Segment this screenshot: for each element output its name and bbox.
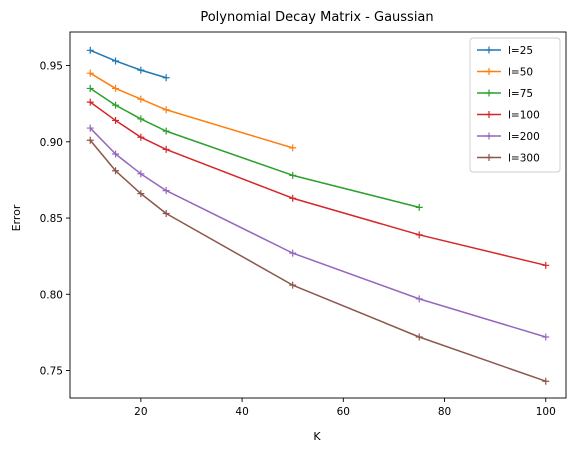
data-point (415, 203, 423, 211)
data-point (415, 231, 423, 239)
y-tick-label: 0.75 (40, 366, 63, 378)
legend-item: l=50 (477, 67, 533, 79)
y-tick-label: 0.90 (40, 137, 63, 149)
data-point (415, 333, 423, 341)
data-point (162, 187, 170, 195)
data-point (162, 209, 170, 217)
x-tick-label: 40 (235, 406, 248, 418)
data-point (137, 170, 145, 178)
data-point (289, 171, 297, 179)
data-point (289, 249, 297, 257)
legend-item: l=300 (477, 153, 540, 165)
data-point (137, 190, 145, 198)
legend-marker (485, 154, 493, 161)
data-point (86, 136, 94, 144)
legend-marker (485, 89, 493, 97)
series-l-50 (86, 69, 297, 152)
series-line (89, 139, 547, 382)
series-l-25 (86, 46, 170, 82)
data-point (86, 84, 94, 92)
legend: l=25 l=50 l=75 l=100 l=200 l=300 (469, 37, 561, 173)
x-tick-label: 20 (134, 406, 147, 418)
data-point (542, 261, 550, 269)
data-point (137, 115, 145, 123)
series-l-100 (86, 98, 550, 269)
legend-marker (485, 68, 493, 75)
series-line (89, 72, 293, 149)
y-axis-ticks: 0.75 0.80 0.85 0.90 0.95 (40, 61, 70, 378)
x-axis-label: K (313, 430, 321, 443)
plot-frame (69, 31, 567, 399)
data-point (162, 74, 170, 82)
legend-label: l=200 (508, 131, 540, 143)
series-l-75 (86, 84, 423, 211)
legend-item: l=25 (477, 45, 533, 57)
data-point (162, 145, 170, 153)
data-point (86, 46, 94, 54)
data-point (112, 116, 120, 124)
legend-item: l=200 (477, 131, 540, 143)
data-point (112, 84, 120, 92)
data-point (542, 377, 550, 385)
data-point (162, 106, 170, 114)
y-tick-label: 0.95 (40, 61, 63, 73)
legend-marker (485, 111, 493, 118)
data-point (289, 194, 297, 202)
y-tick-label: 0.80 (40, 289, 63, 301)
y-tick-label: 0.85 (40, 213, 63, 225)
legend-item: l=75 (477, 88, 533, 100)
data-point (289, 144, 297, 152)
legend-label: l=50 (508, 67, 533, 79)
data-point (112, 57, 120, 65)
legend-label: l=25 (508, 45, 533, 57)
legend-item: l=100 (477, 110, 540, 122)
series-l-300 (86, 136, 550, 385)
data-point (137, 95, 145, 103)
series-l-200 (86, 124, 550, 341)
legend-label: l=100 (508, 110, 540, 122)
data-point (86, 124, 94, 132)
data-point (112, 150, 120, 158)
data-point (415, 295, 423, 303)
series-line (89, 49, 167, 79)
x-tick-label: 100 (536, 406, 556, 418)
data-point (289, 281, 297, 289)
series-group (86, 46, 550, 385)
legend-label: l=75 (508, 88, 533, 100)
data-point (137, 133, 145, 141)
plot-area (69, 31, 567, 399)
data-point (542, 333, 550, 341)
data-point (112, 167, 120, 175)
legend-marker (485, 132, 493, 140)
series-line (89, 87, 420, 209)
data-point (162, 127, 170, 135)
data-point (86, 98, 94, 106)
y-axis-label: Error (10, 204, 23, 231)
x-tick-label: 60 (337, 406, 350, 418)
data-point (112, 101, 120, 109)
x-axis-ticks: 20 40 60 80 100 (134, 398, 556, 418)
chart-title: Polynomial Decay Matrix - Gaussian (200, 10, 433, 25)
legend-label: l=300 (508, 153, 540, 165)
x-tick-label: 80 (438, 406, 451, 418)
legend-marker (485, 46, 493, 54)
data-point (137, 66, 145, 74)
data-point (86, 69, 94, 77)
